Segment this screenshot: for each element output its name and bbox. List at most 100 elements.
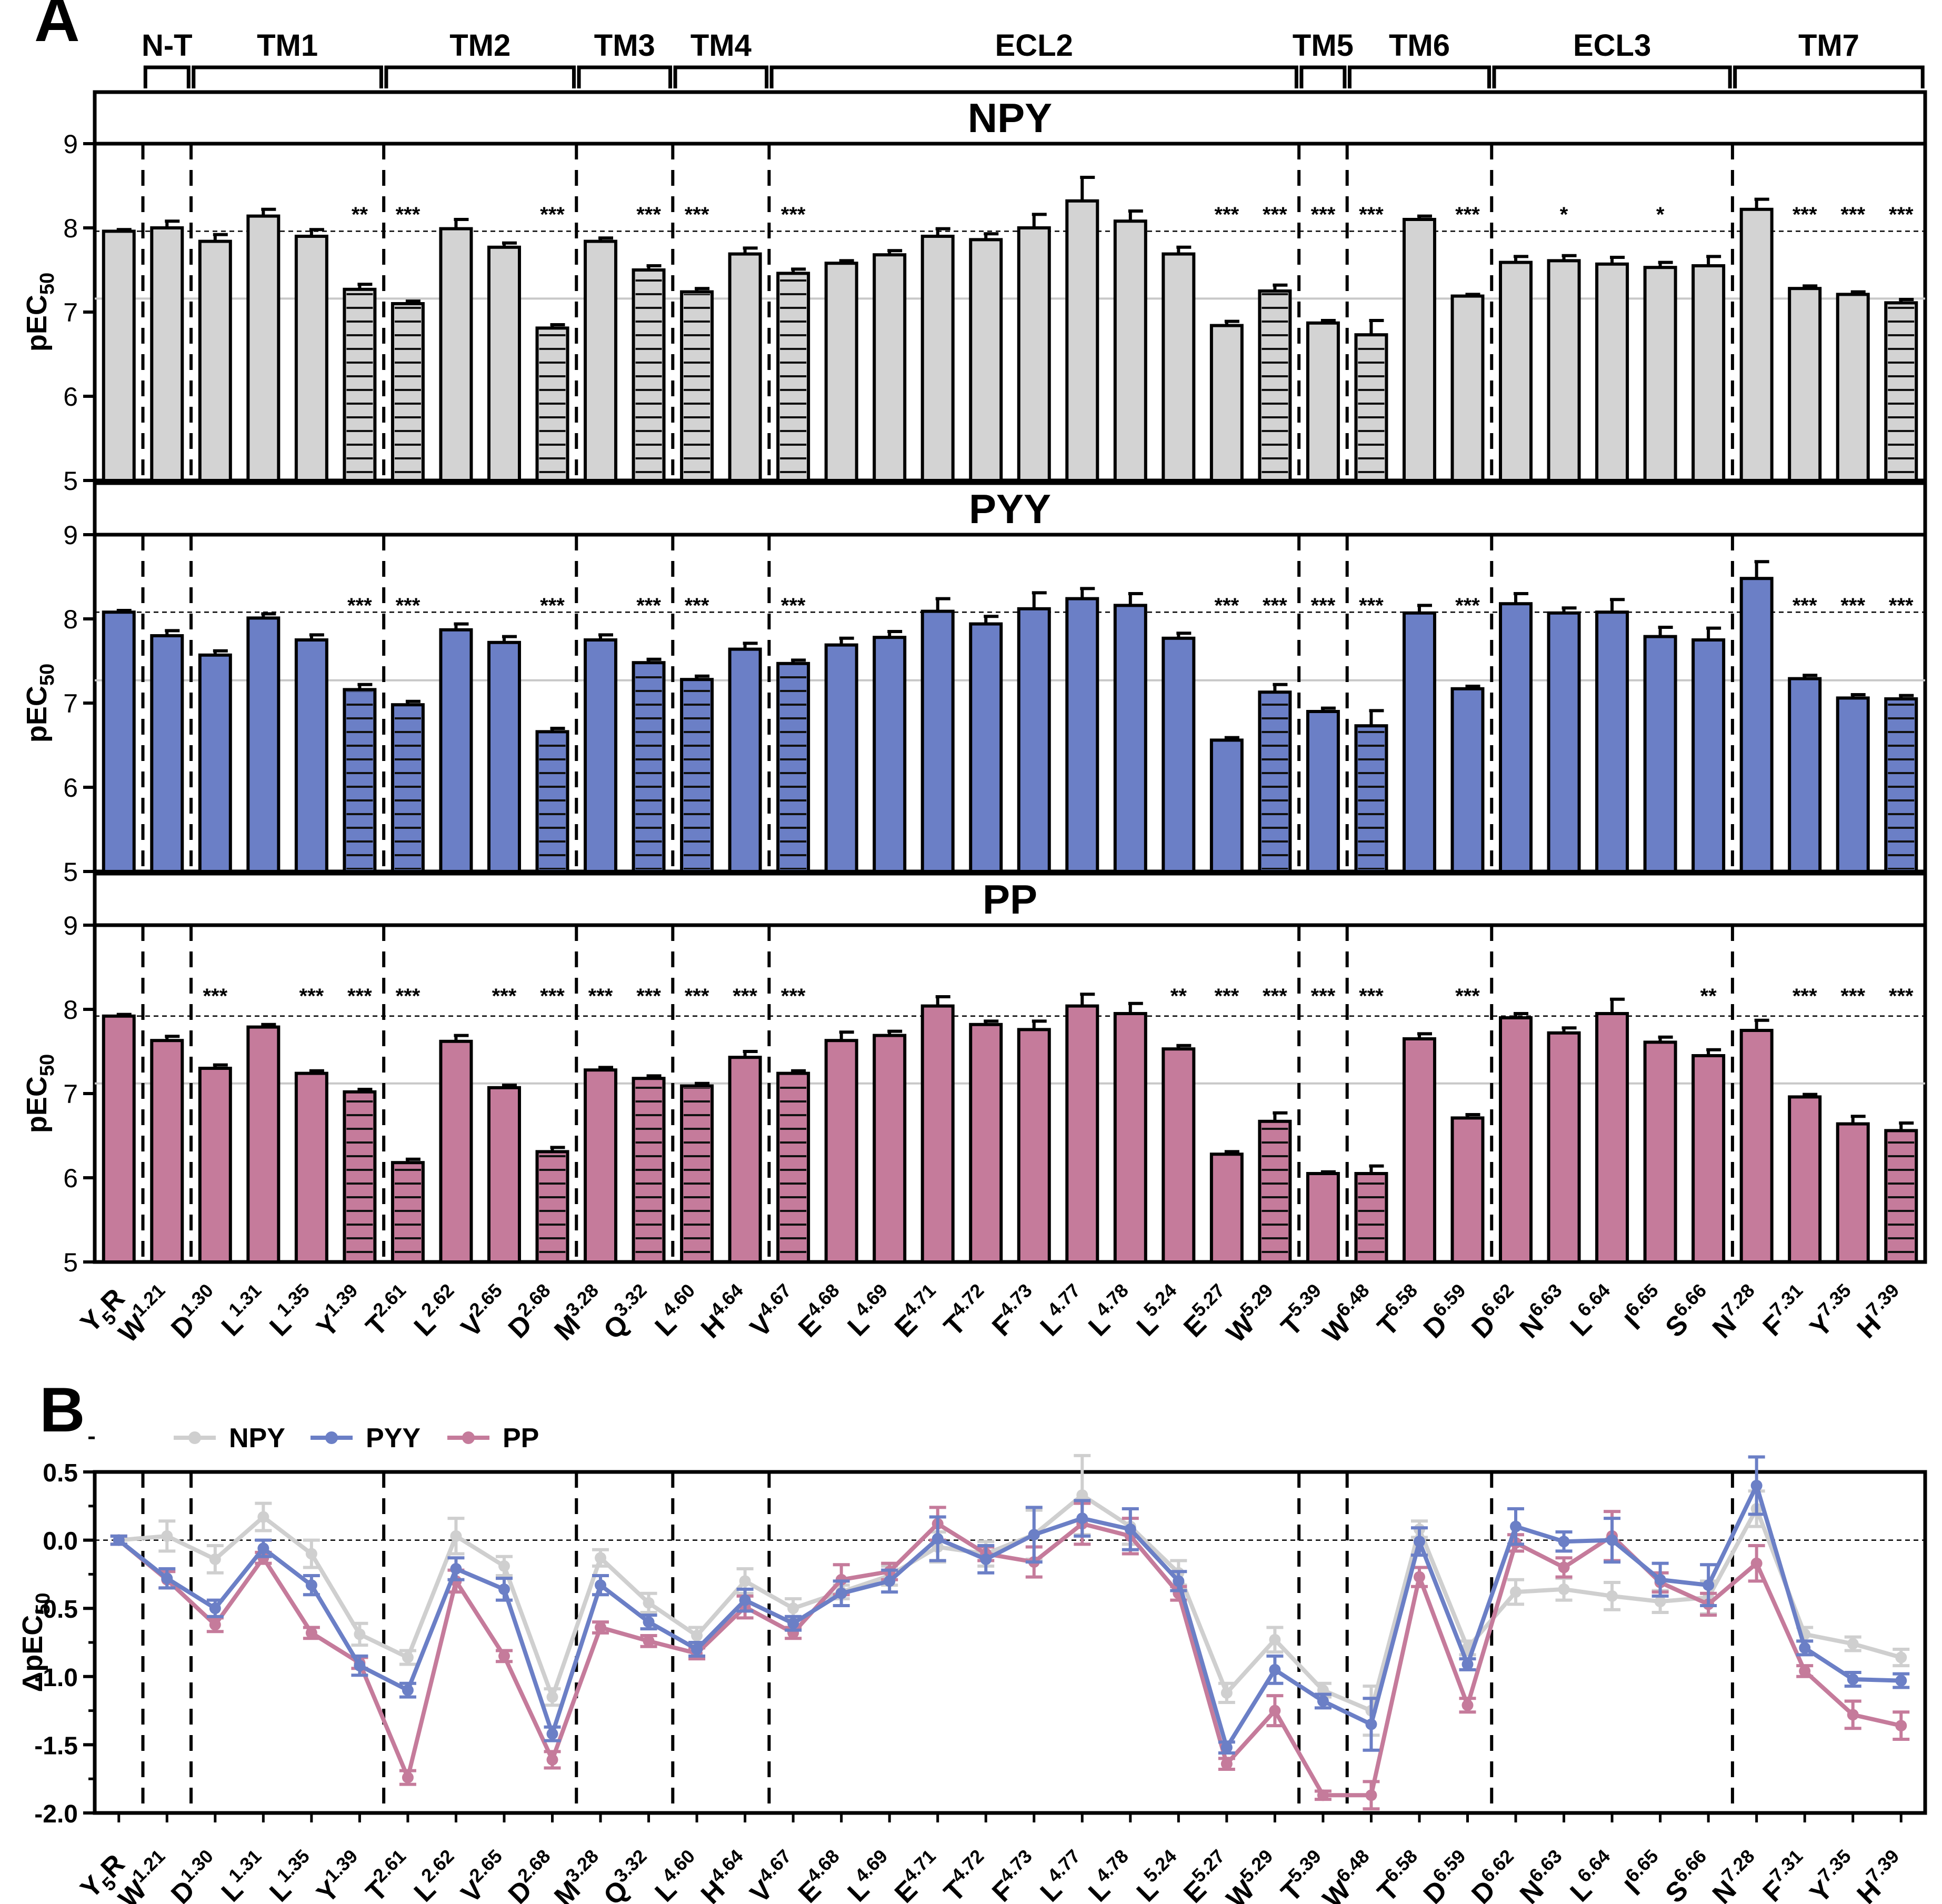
data-point [305, 1627, 317, 1639]
bar [1065, 1004, 1099, 1264]
data-point [884, 1575, 896, 1587]
y-tick-label: -1.5 [34, 1732, 78, 1760]
bar-pyy-4 [294, 633, 328, 873]
bar-npy-12: *** [680, 203, 714, 482]
residue-label: Y7.35 [1801, 1279, 1865, 1343]
region-ecl2: ECL2 [769, 28, 1298, 88]
bar-pyy-19 [1017, 591, 1051, 874]
bar-pp-13: *** [728, 985, 762, 1264]
bar [294, 638, 328, 873]
data-point [1220, 1758, 1233, 1770]
data-point [1606, 1534, 1618, 1546]
bar-pyy-25: *** [1306, 594, 1340, 873]
subpanel-title-box [93, 90, 1927, 146]
bar-npy-17 [920, 227, 955, 482]
data-point [1750, 1479, 1763, 1491]
residue-label: L4.69 [838, 1845, 901, 1904]
data-point [354, 1660, 366, 1672]
bar [246, 214, 281, 482]
legend-swatch-marker [188, 1431, 201, 1444]
panel-b-residue-labels: Y5RW1.21D1.30L1.31L1.35Y1.39T2.61L2.62V2… [75, 1845, 1903, 1904]
bar-npy-25: *** [1306, 203, 1340, 482]
data-point [1799, 1642, 1811, 1654]
significance-stars: *** [1889, 594, 1914, 617]
data-point [402, 1684, 414, 1696]
bar [1017, 1028, 1051, 1264]
data-point [1220, 1687, 1233, 1699]
y-tick-label: 0.5 [43, 1459, 78, 1487]
residue-label: N7.28 [1704, 1279, 1768, 1344]
y-axis-label: pEC50 [21, 664, 58, 743]
data-point [209, 1553, 221, 1565]
significance-stars: *** [1359, 594, 1384, 617]
data-point [1269, 1705, 1281, 1717]
data-point [1847, 1673, 1859, 1685]
data-point [209, 1602, 221, 1615]
significance-stars: *** [685, 594, 709, 617]
bar [246, 1025, 281, 1264]
subpanel-title: NPY [968, 95, 1052, 141]
bar-npy-18 [969, 232, 1003, 482]
bar-pyy-18 [969, 615, 1003, 873]
residue-label: L2.62 [405, 1279, 468, 1342]
residue-label: W6.48 [1314, 1279, 1383, 1349]
bar-pp-15 [824, 1030, 858, 1264]
bar-hatch [635, 665, 662, 869]
bar-pyy-3 [246, 612, 281, 874]
y-axis: 5 6 7 8 9 [63, 911, 95, 1277]
residue-label: L1.31 [212, 1279, 275, 1342]
data-point [305, 1579, 317, 1591]
bar [1017, 607, 1051, 874]
data-point [402, 1651, 414, 1664]
data-point [643, 1635, 655, 1647]
bar-pp-20 [1065, 993, 1099, 1264]
bar-hatch [346, 291, 373, 478]
y-tick-label: 9 [63, 520, 78, 550]
region-label: TM7 [1798, 28, 1859, 63]
bar-pyy-22 [1162, 632, 1196, 874]
bar-hatch [684, 294, 710, 478]
data-point [498, 1650, 510, 1662]
significance-stars: *** [636, 594, 661, 617]
bar-npy-10 [584, 236, 618, 482]
bar-pyy-8 [487, 635, 521, 874]
residue-label: D6.59 [1414, 1279, 1479, 1344]
bar-pp-0 [102, 1013, 136, 1264]
region-label: TM4 [690, 28, 752, 63]
bar-pyy-33 [1691, 626, 1726, 873]
subpanel-pyy: PYY 5 6 7 8 9 pEC50 *** *** *** *** *** *** *** *** ***… [21, 481, 1927, 887]
bar-pp-9: *** [535, 985, 569, 1264]
bar-hatch [346, 692, 373, 869]
data-point [1847, 1709, 1859, 1721]
legend-item-pp: PP [447, 1423, 539, 1454]
bar [824, 643, 858, 873]
panel-b-legend: NPY PYY PP [174, 1423, 539, 1454]
data-point [1799, 1665, 1811, 1677]
residue-label: F4.73 [983, 1279, 1046, 1342]
data-point [498, 1560, 510, 1572]
data-point [1895, 1720, 1907, 1732]
bar [487, 1086, 521, 1264]
bar-pp-14: *** [776, 985, 810, 1264]
bar [1595, 262, 1629, 482]
bar [969, 1023, 1003, 1264]
bar [1691, 264, 1726, 482]
residue-label: L6.64 [1561, 1279, 1624, 1342]
data-point [1558, 1561, 1570, 1574]
bar-hatch [394, 1165, 421, 1260]
panel-label-b: B [39, 1375, 85, 1445]
region-tm3: TM3 [577, 28, 673, 88]
region-ecl3: ECL3 [1492, 28, 1732, 88]
bar-npy-3 [246, 207, 281, 482]
bar [439, 1039, 473, 1264]
y-tick-label: 5 [63, 466, 78, 496]
region-brackets: N-T TM1 TM2 TM3 TM4 ECL2 TM5 TM6 ECL3 TM7 [142, 28, 1925, 88]
significance-stars: *** [1263, 203, 1287, 226]
bar-pyy-15 [824, 636, 858, 873]
residue-label: Y7.35 [1801, 1845, 1865, 1904]
bar-hatch [539, 1154, 566, 1260]
bar-npy-26: *** [1354, 203, 1388, 482]
data-point [450, 1530, 462, 1542]
bar-pyy-12: *** [680, 594, 714, 873]
